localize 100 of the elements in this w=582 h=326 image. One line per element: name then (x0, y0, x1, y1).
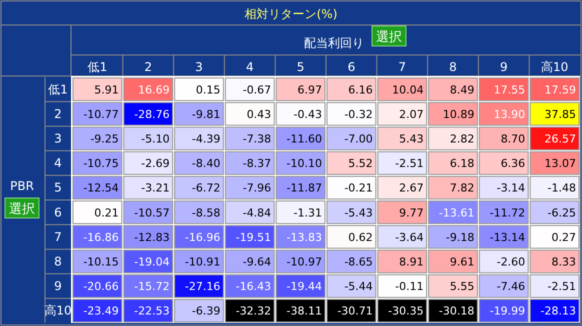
y-tick-label: 5 (54, 180, 62, 195)
data-label: 2.67 (399, 182, 424, 195)
data-label: -15.72 (134, 280, 170, 294)
data-label: -28.76 (134, 108, 170, 121)
x-tick-label: 2 (144, 60, 152, 74)
x-tick-label: 3 (195, 60, 203, 74)
data-label: -10.10 (286, 157, 322, 170)
data-label: 7.82 (450, 182, 474, 195)
data-label: -5.44 (344, 280, 373, 294)
data-label: -13.83 (286, 230, 322, 244)
data-label: -3.21 (141, 182, 170, 195)
data-label: -19.04 (134, 256, 170, 268)
data-label: 9.77 (399, 206, 424, 220)
data-label: 0.62 (348, 230, 373, 244)
data-label: -4.39 (192, 132, 220, 146)
data-label: -30.18 (438, 304, 474, 318)
data-label: -9.18 (446, 230, 474, 244)
data-label: 5.55 (450, 280, 474, 294)
y-tick-label: 7 (54, 230, 62, 244)
y-tick-label: 2 (54, 106, 62, 121)
data-label: -38.11 (286, 304, 322, 318)
data-label: -6.72 (192, 182, 220, 195)
data-label: -9.25 (90, 132, 119, 146)
data-label: 2.82 (450, 132, 474, 146)
data-label: -28.13 (540, 304, 576, 318)
x-tick-label: 6 (348, 60, 356, 74)
y-tick-label: 8 (54, 254, 62, 268)
data-label: -0.21 (344, 182, 373, 195)
data-label: 0.21 (94, 206, 119, 220)
data-label: 13.90 (494, 108, 526, 121)
data-label: 8.33 (552, 256, 576, 268)
data-label: -16.86 (83, 230, 119, 244)
data-label: -5.10 (141, 132, 170, 146)
data-label: 0.27 (552, 230, 576, 244)
data-label: 2.07 (399, 108, 424, 121)
y-axis-title: PBR (10, 179, 34, 193)
data-label: -10.97 (286, 256, 322, 268)
data-label: -10.57 (134, 206, 170, 220)
y-tick-label: 低1 (48, 82, 68, 96)
text: 選択 (376, 30, 402, 45)
data-label: 8.70 (500, 132, 526, 146)
data-label: 17.55 (494, 83, 526, 96)
x-tick-label: 7 (398, 60, 406, 74)
data-label: -12.83 (134, 230, 170, 244)
data-label: 10.04 (392, 83, 424, 96)
data-label: 6.16 (348, 83, 373, 96)
data-label: -0.32 (344, 108, 373, 121)
data-label: -7.00 (344, 132, 373, 146)
data-label: -5.43 (344, 206, 373, 220)
data-label: -6.39 (192, 304, 220, 318)
y-tick-label: 9 (54, 279, 62, 294)
y-tick-label: 6 (54, 205, 62, 220)
x-tick-label: 5 (296, 60, 304, 74)
data-label: -12.54 (83, 182, 119, 195)
data-label: -11.72 (490, 206, 526, 220)
data-label: 17.59 (544, 83, 576, 96)
data-label: -7.38 (242, 132, 272, 146)
data-label: -1.31 (294, 206, 322, 220)
data-label: 5.91 (94, 83, 119, 96)
data-label: -10.91 (184, 256, 220, 268)
data-label: -13.61 (438, 206, 474, 220)
x-tick-label: 低1 (88, 60, 108, 74)
data-label: -8.40 (192, 157, 220, 170)
data-label: -19.99 (490, 304, 526, 318)
data-label: -19.44 (286, 280, 322, 294)
data-label: -27.16 (184, 280, 220, 294)
data-label: -11.60 (286, 132, 322, 146)
data-label: -11.87 (286, 182, 322, 195)
data-label: 5.43 (399, 132, 424, 146)
data-label: -3.64 (395, 230, 424, 244)
data-label: 37.85 (544, 108, 576, 121)
data-label: 6.97 (298, 83, 322, 96)
data-label: -2.69 (141, 157, 170, 170)
data-label: -9.81 (192, 108, 220, 121)
data-label: -30.35 (388, 304, 424, 318)
x-axis-title: 配当利回り (304, 36, 364, 50)
data-label: -4.84 (242, 206, 272, 220)
data-label: -32.32 (236, 304, 272, 318)
text: 選択 (9, 202, 35, 217)
data-label: -7.46 (496, 280, 526, 294)
y-tick-label: 4 (54, 156, 62, 170)
x-tick-label: 9 (500, 60, 508, 74)
data-label: -1.48 (548, 182, 576, 195)
data-label: -0.67 (242, 83, 272, 96)
data-label: 0.43 (246, 108, 272, 121)
data-label: -20.66 (83, 280, 119, 294)
data-label: -3.14 (496, 182, 526, 195)
data-label: -10.77 (83, 108, 119, 121)
data-label: -22.53 (134, 304, 170, 318)
data-label: 0.15 (196, 83, 220, 96)
data-label: 13.07 (544, 157, 576, 170)
data-label: -9.64 (242, 256, 272, 268)
data-label: -16.96 (184, 230, 220, 244)
data-label: -0.11 (395, 280, 424, 294)
x-tick-label: 8 (449, 60, 457, 74)
data-label: -7.96 (242, 182, 272, 195)
data-label: 9.61 (450, 256, 474, 268)
data-label: -0.43 (294, 108, 322, 121)
data-label: 16.69 (138, 83, 170, 96)
data-label: -10.75 (83, 157, 119, 170)
